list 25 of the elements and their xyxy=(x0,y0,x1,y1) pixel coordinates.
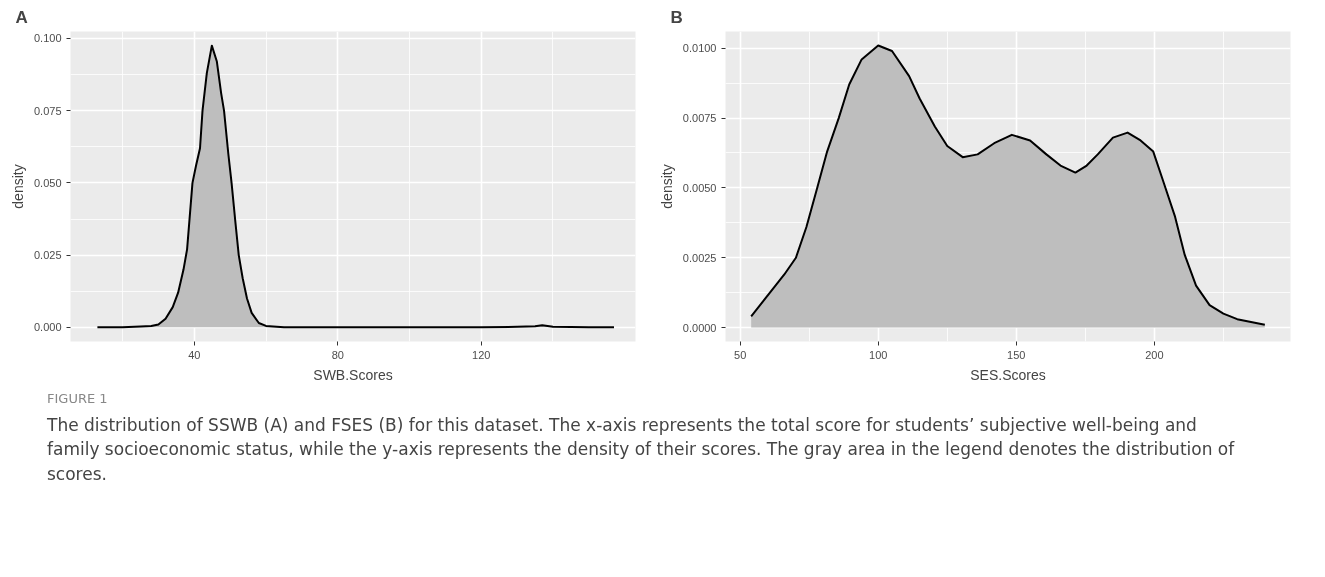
x-axis-title: SWB.Scores xyxy=(313,366,393,383)
chart-title: A xyxy=(15,7,28,27)
y-tick-label: 0.0000 xyxy=(682,321,717,334)
x-tick-label: 150 xyxy=(1007,348,1026,361)
x-tick-label: 50 xyxy=(734,348,747,361)
y-axis-title: density xyxy=(658,164,675,209)
y-tick-label: 0.000 xyxy=(33,321,62,334)
x-axis-title: SES.Scores xyxy=(970,366,1046,383)
y-tick-label: 0.0100 xyxy=(682,42,717,55)
x-tick-label: 120 xyxy=(472,348,491,361)
x-tick-label: 100 xyxy=(869,348,888,361)
chart-title: B xyxy=(670,7,683,27)
text: The distribution of SSWB (A) and FSES (B) for this dataset. The x-axis represents the total score for students’ subjective well-being and family socioeconomic status, while the y-axis represents the density of their scores. The gray area in the legend denotes the distribution of scores. xyxy=(47,413,1236,486)
x-tick-label: 40 xyxy=(188,348,201,361)
x-tick-label: 80 xyxy=(331,348,344,361)
y-tick-label: 0.025 xyxy=(33,249,62,262)
caption: FIGURE 1 xyxy=(47,390,109,408)
y-axis-title: density xyxy=(9,164,26,209)
y-tick-label: 0.0075 xyxy=(682,112,717,125)
y-tick-label: 0.075 xyxy=(33,104,62,117)
y-tick-label: 0.050 xyxy=(33,176,62,189)
y-tick-label: 0.0025 xyxy=(682,251,717,264)
y-tick-label: 0.100 xyxy=(33,32,62,45)
x-tick-label: 200 xyxy=(1145,348,1164,361)
y-tick-label: 0.0050 xyxy=(682,181,717,194)
